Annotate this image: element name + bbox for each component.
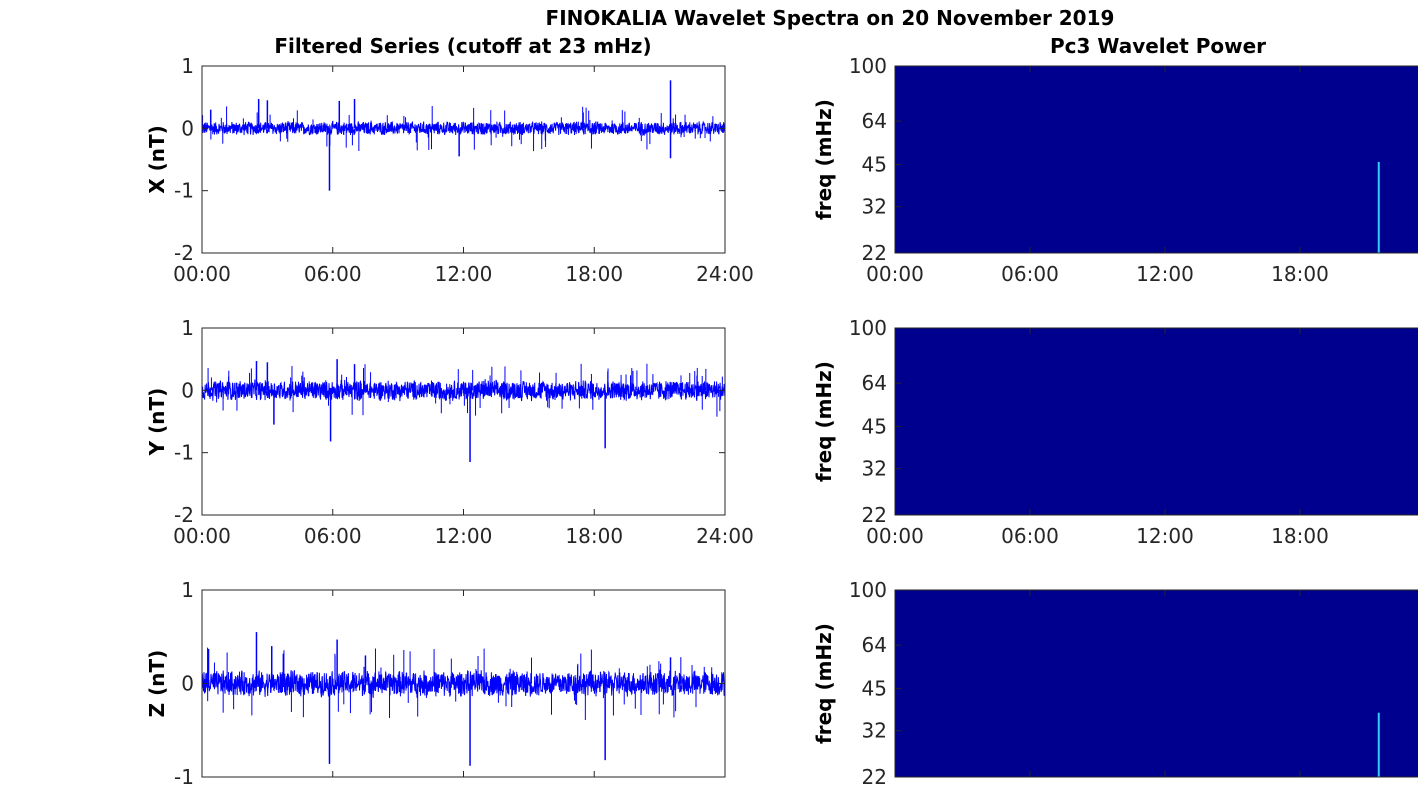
y-tick-label: 100 (849, 578, 887, 602)
x-tick-label: 00:00 (173, 262, 231, 286)
y-tick-label: 45 (862, 415, 887, 439)
y-axis-label: X (nT) (145, 125, 169, 194)
y-tick-label: 64 (862, 633, 887, 657)
x-tick-label: 18:00 (1271, 524, 1329, 548)
y-tick-label: 0 (181, 378, 194, 402)
y-tick-label: 1 (181, 316, 194, 340)
y-tick-label: 22 (862, 765, 887, 788)
plot-area (895, 66, 1418, 253)
axes-box (201, 65, 726, 254)
y-axis-label: Y (nT) (145, 388, 169, 457)
x-tick-label: 24:00 (696, 524, 754, 548)
y-axis-label: freq (mHz) (812, 361, 836, 482)
x-tick-label: 18:00 (565, 262, 623, 286)
plot-area (202, 359, 725, 463)
x-tick-label: 12:00 (1136, 262, 1194, 286)
plot-area (202, 80, 725, 191)
heatmap-background (895, 328, 1418, 515)
x-tick-label: 06:00 (304, 262, 362, 286)
y-tick-label: -1 (174, 765, 194, 788)
figure-title: FINOKALIA Wavelet Spectra on 20 November… (546, 6, 1115, 30)
x-tick-label: 00:00 (866, 524, 924, 548)
y-tick-label: 32 (862, 195, 887, 219)
y-tick-label: -2 (174, 503, 194, 527)
series-line (202, 120, 725, 137)
y-tick-label: 32 (862, 457, 887, 481)
plot-area (895, 590, 1418, 777)
x-tick-label: 18:00 (1271, 262, 1329, 286)
y-tick-label: 0 (181, 672, 194, 696)
plot-area (895, 328, 1418, 515)
x-tick-label: 12:00 (1136, 524, 1194, 548)
y-axis-label: freq (mHz) (812, 99, 836, 220)
panel-z-wavelet-power: 22 32 45 64 100 freq (mHz) (812, 578, 1418, 788)
series-line (202, 669, 725, 698)
y-tick-label: 22 (862, 241, 887, 265)
right-column-title: Pc3 Wavelet Power (1050, 34, 1266, 58)
x-tick-label: 00:00 (866, 262, 924, 286)
x-tick-label: 12:00 (435, 262, 493, 286)
heatmap-background (895, 590, 1418, 777)
plot-area (202, 632, 725, 766)
y-tick-label: 0 (181, 116, 194, 140)
x-tick-label: 06:00 (304, 524, 362, 548)
panel-z: -1 0 1 Z (nT) (145, 578, 726, 788)
y-tick-label: 64 (862, 371, 887, 395)
y-tick-label: -1 (174, 179, 194, 203)
y-tick-label: 45 (862, 153, 887, 177)
x-tick-label: 24:00 (696, 262, 754, 286)
y-tick-label: 22 (862, 503, 887, 527)
y-tick-label: 64 (862, 109, 887, 133)
x-tick-label: 06:00 (1001, 262, 1059, 286)
panel-x: -2 -1 0 1 00:00 06:00 12:00 18:00 24:00 X (nT) (145, 54, 754, 286)
y-tick-label: -2 (174, 241, 194, 265)
panel-y: -2 -1 0 1 00:00 06:00 12:00 18:00 24:00 Y (nT) (145, 316, 754, 548)
y-tick-label: 1 (181, 54, 194, 78)
y-tick-label: 100 (849, 316, 887, 340)
left-column-title: Filtered Series (cutoff at 23 mHz) (274, 34, 651, 58)
x-tick-label: 00:00 (173, 524, 231, 548)
y-tick-label: 100 (849, 54, 887, 78)
x-tick-label: 12:00 (435, 524, 493, 548)
y-tick-label: 32 (862, 719, 887, 743)
heatmap-background (895, 66, 1418, 253)
y-tick-label: -1 (174, 441, 194, 465)
x-tick-label: 06:00 (1001, 524, 1059, 548)
x-tick-label: 18:00 (565, 524, 623, 548)
y-tick-label: 45 (862, 677, 887, 701)
axes-box (201, 327, 726, 516)
y-tick-label: 1 (181, 578, 194, 602)
y-axis-label: freq (mHz) (812, 623, 836, 744)
series-line (202, 379, 725, 402)
y-axis-label: Z (nT) (145, 650, 169, 718)
